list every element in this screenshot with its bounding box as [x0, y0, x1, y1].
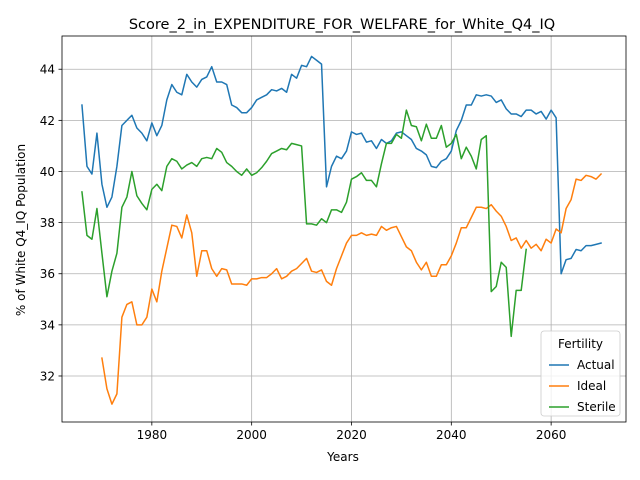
legend-label-ideal: Ideal: [577, 379, 606, 393]
x-tick-label: 2060: [536, 428, 567, 442]
x-tick-label: 2000: [236, 428, 267, 442]
y-tick-label: 34: [40, 318, 55, 332]
legend-title: Fertility: [558, 337, 603, 351]
plot-border: [61, 35, 627, 423]
legend-label-sterile: Sterile: [577, 400, 616, 414]
y-axis-label: % of White Q4_IQ Population: [14, 144, 28, 316]
x-tick-label: 2020: [336, 428, 367, 442]
legend-box: [540, 330, 621, 417]
series-line-ideal: [101, 172, 603, 405]
legend: Fertility Actual Ideal Sterile: [540, 330, 621, 417]
series-line-sterile: [81, 109, 528, 338]
grid-lines: [62, 36, 626, 422]
chart-title: Score_2_in_EXPENDITURE_FOR_WELFARE_for_W…: [129, 17, 555, 33]
y-tick-label: 38: [40, 216, 55, 230]
series-line-actual: [81, 55, 602, 275]
plot-frame: [62, 36, 626, 422]
legend-label-actual: Actual: [577, 358, 615, 372]
y-tick-label: 36: [40, 267, 55, 281]
y-tick-label: 42: [40, 114, 55, 128]
y-tick-label: 40: [40, 165, 55, 179]
y-tick-label: 44: [40, 63, 55, 77]
x-tick-label: 2040: [436, 428, 467, 442]
y-tick-label: 32: [40, 369, 55, 383]
axis-ticks: 1980 2000 2020 2040 2060 32 34 36 38 40 42 44: [40, 63, 567, 442]
series-lines: [81, 55, 603, 405]
plot-area: 1980 2000 2020 2040 2060 32 34 36 38 40 42 44: [40, 35, 627, 442]
x-axis-label: Years: [326, 450, 359, 464]
x-tick-label: 1980: [137, 428, 168, 442]
